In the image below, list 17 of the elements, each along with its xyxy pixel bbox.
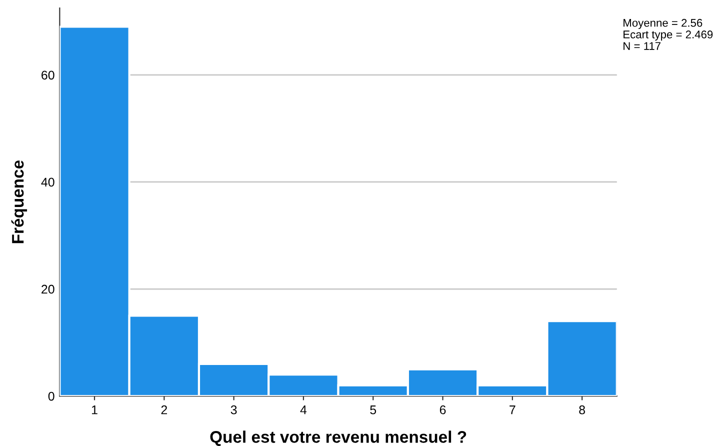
y-tick-label: 0: [48, 392, 54, 401]
x-tick-label: 3: [230, 405, 237, 414]
x-tick-label: 7: [510, 406, 516, 414]
y-tick-label: 20: [42, 284, 54, 294]
x-tick-label: 4: [300, 406, 307, 414]
x-axis-title: Quel est votre revenu mensuel ?: [210, 430, 466, 446]
x-tick-label: 1: [92, 406, 98, 414]
text: N = 117: [624, 42, 660, 50]
text: Moyenne = 2.56: [624, 18, 702, 29]
x-tick-label: 5: [370, 406, 376, 414]
text: Ecart type = 2.469: [624, 30, 713, 41]
x-tick-label: 6: [440, 405, 446, 414]
x-tick-label: 2: [161, 405, 168, 414]
y-tick-label: 40: [41, 178, 54, 187]
y-axis-title: Fréquence: [11, 160, 28, 244]
y-tick-label: 60: [42, 70, 54, 80]
x-tick-label: 8: [579, 405, 586, 414]
